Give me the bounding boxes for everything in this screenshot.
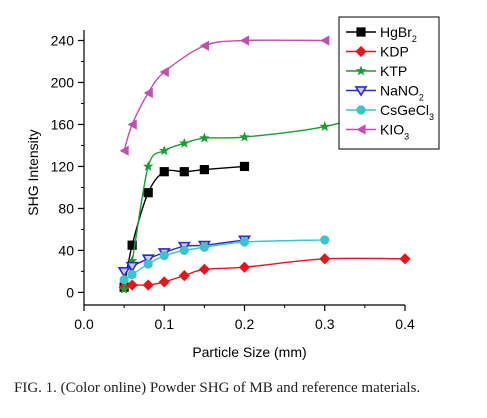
legend-label: KIO3 [380, 122, 409, 142]
data-point-4 [199, 242, 209, 252]
data-point-4 [179, 245, 189, 256]
data-point-5 [159, 66, 169, 78]
legend-marker [356, 27, 366, 37]
series-layer [117, 35, 411, 294]
x-tick-label: 0.3 [315, 316, 335, 332]
data-point-5 [239, 35, 250, 46]
data-point-5 [320, 35, 330, 46]
x-tick-label: 0.1 [155, 316, 175, 332]
data-point-1 [178, 270, 190, 282]
x-tick-label: 0.0 [74, 316, 94, 332]
data-point-3 [141, 254, 155, 265]
data-point-2 [118, 283, 130, 294]
legend-label: KTP [380, 63, 407, 79]
legend-marker [356, 124, 366, 135]
series-line-4 [123, 239, 325, 281]
y-tick-label: 160 [51, 116, 75, 132]
data-point-4 [320, 235, 330, 245]
data-point-1 [142, 279, 154, 291]
legend-marker [355, 45, 367, 58]
data-point-4 [127, 269, 137, 280]
data-point-5 [199, 40, 209, 51]
legend-label: NaNO2 [380, 83, 424, 103]
series-4 [119, 235, 330, 285]
y-tick-label: 120 [51, 158, 75, 174]
legend-marker [356, 105, 366, 115]
series-line-5 [123, 39, 325, 151]
data-point-2 [142, 160, 154, 171]
data-point-0 [199, 164, 209, 175]
y-tick-label: 40 [58, 242, 74, 258]
series-2 [118, 97, 411, 294]
data-point-4 [143, 259, 153, 269]
y-tick-label: 80 [58, 200, 74, 216]
x-axis-title: Particle Size (mm) [192, 344, 306, 360]
data-point-1 [319, 253, 331, 265]
data-point-0 [159, 167, 169, 177]
y-axis-title: SHG Intensity [25, 129, 41, 215]
data-point-4 [159, 251, 169, 261]
data-point-2 [126, 255, 138, 266]
data-point-0 [143, 188, 153, 198]
data-point-5 [119, 145, 129, 156]
shg-chart: 0.0 0.1 0.2 0.3 0.4 0 40 80 120 160 200 240 Particle… [25, 16, 440, 360]
data-point-1 [158, 276, 170, 288]
data-point-1 [126, 279, 138, 291]
data-point-0 [239, 161, 250, 172]
data-point-3 [125, 261, 139, 273]
data-point-2 [199, 132, 210, 143]
data-point-0 [179, 167, 189, 177]
legend-label: KDP [380, 44, 409, 60]
series-line-0 [123, 165, 245, 288]
y-tick-label: 0 [66, 284, 74, 300]
legend-label: HgBr2 [380, 24, 417, 44]
data-point-0 [127, 240, 137, 250]
data-point-2 [179, 137, 190, 148]
figure-caption: FIG. 1. (Color online) Powder SHG of MB … [14, 380, 421, 396]
legend-marker [354, 86, 368, 97]
data-point-5 [127, 119, 137, 130]
data-point-4 [239, 237, 250, 247]
data-point-2 [239, 131, 250, 142]
data-point-1 [399, 253, 411, 265]
data-point-1 [238, 261, 251, 273]
series-5 [119, 35, 330, 156]
legend-marker [355, 65, 367, 76]
data-point-1 [198, 263, 210, 275]
x-tick-label: 0.2 [235, 316, 255, 332]
data-point-5 [143, 87, 153, 99]
data-point-2 [319, 121, 330, 132]
legend-box [338, 16, 440, 150]
data-point-4 [119, 275, 129, 285]
legend-label: CsGeCl3 [380, 102, 434, 122]
y-tick-label: 200 [51, 74, 75, 90]
data-point-3 [117, 267, 131, 278]
x-tick-label: 0.4 [395, 316, 415, 332]
axes: 0.0 0.1 0.2 0.3 0.4 0 40 80 120 160 200 240 Particle… [25, 30, 415, 360]
data-point-2 [159, 145, 170, 156]
y-tick-label: 240 [51, 32, 75, 48]
